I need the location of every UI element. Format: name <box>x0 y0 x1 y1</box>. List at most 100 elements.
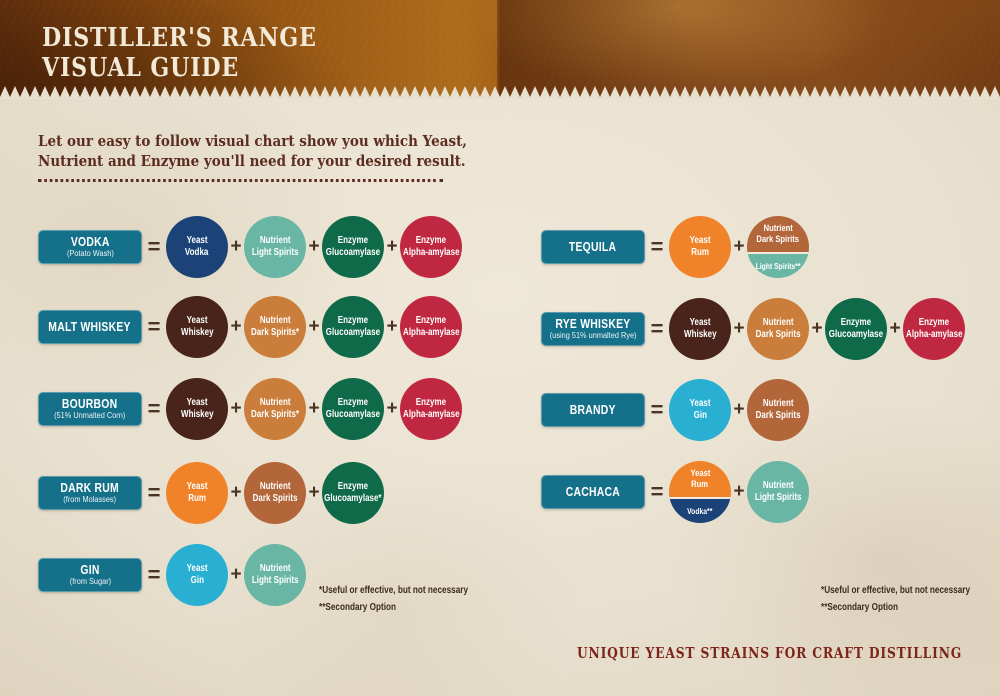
spirit-box-brandy: BRANDY <box>541 393 645 427</box>
plus-sign: + <box>386 316 398 337</box>
ingredient-label-line: Alpha-amylase <box>402 247 460 258</box>
equals-sign: = <box>650 397 664 422</box>
ingredient-label-line: Dark Spirits <box>756 234 800 246</box>
guide-title-line-1: DISTILLER'S RANGE <box>42 23 317 53</box>
ingredient-label-line: Whiskey <box>180 327 214 338</box>
ingredient-circle-yeast-vodka: Yeast Vodka <box>166 216 228 278</box>
spirit-subtitle: (51% Unmalted Corn) <box>54 411 126 421</box>
ingredient-label-line: Light Spirits <box>251 575 299 586</box>
ingredient-circle-enzyme-alpha-amylase: Enzyme Alpha-amylase <box>400 378 462 440</box>
ingredient-label-line: Vodka** <box>687 506 713 517</box>
ingredient-label-line: Nutrient <box>259 481 291 492</box>
plus-sign: + <box>230 236 242 257</box>
ingredient-circle-nutrient-dark-spirits: Nutrient Dark Spirits* <box>244 378 306 440</box>
ingredient-circle-yeast-gin: Yeast Gin <box>166 544 228 606</box>
guide-title-line-2: VISUAL GUIDE <box>42 52 240 83</box>
split-bottom-segment: Light Spirits** <box>747 254 809 278</box>
ingredient-label-line: Enzyme <box>337 315 369 326</box>
plus-sign: + <box>733 236 745 257</box>
equals-sign: = <box>147 396 161 421</box>
ingredient-circle-yeast-rum: Yeast Rum <box>166 462 228 524</box>
spirit-name: GIN <box>80 561 100 577</box>
ingredient-label-line: Enzyme <box>415 235 447 246</box>
ingredient-circle-nutrient-light-spirits: Nutrient Light Spirits <box>747 461 809 523</box>
ingredient-label-line: Yeast <box>689 317 711 328</box>
header-banner: DISTILLER'S RANGE VISUAL GUIDE <box>0 0 1000 97</box>
ingredient-label-line: Yeast <box>690 467 710 479</box>
ingredient-label-line: Alpha-amylase <box>905 329 963 340</box>
ingredient-circle-yeast-whiskey: Yeast Whiskey <box>166 296 228 358</box>
ingredient-label-line: Glucoamylase <box>828 329 884 340</box>
ingredient-circle-split: Yeast Rum Vodka** <box>669 461 731 523</box>
recipe-row-gin: GIN (from Sugar) = Yeast Gin + Nutrient Light S… <box>38 544 306 606</box>
ingredient-label-line: Alpha-amylase <box>402 327 460 338</box>
ingredient-label-line: Glucoamylase <box>325 327 381 338</box>
ingredient-label-line: Enzyme <box>337 397 369 408</box>
ingredient-label-line: Glucoamylase* <box>324 493 382 504</box>
footnote-right: *Useful or effective, but not necessary … <box>821 583 970 616</box>
plus-sign: + <box>308 398 320 419</box>
plus-sign: + <box>230 564 242 585</box>
ingredient-circle-split: Nutrient Dark Spirits Light Spirits** <box>747 216 809 278</box>
ingredient-label-line: Alpha-amylase <box>402 409 460 420</box>
ingredient-label-line: Glucoamylase <box>325 247 381 258</box>
split-top-segment: Nutrient Dark Spirits <box>747 216 809 255</box>
spirit-name: RYE WHISKEY <box>555 315 631 331</box>
intro-line-2: Nutrient and Enzyme you'll need for your… <box>38 152 466 171</box>
ingredient-label-line: Nutrient <box>259 397 291 408</box>
recipe-row-rye-whiskey: RYE WHISKEY (using 51% unmalted Rye) = Yeas… <box>541 298 965 360</box>
equals-sign: = <box>650 316 664 341</box>
ingredient-circle-enzyme-glucoamylase: Enzyme Glucoamylase <box>322 378 384 440</box>
plus-sign: + <box>386 236 398 257</box>
intro-text: Let our easy to follow visual chart show… <box>38 131 467 182</box>
dotted-divider <box>38 178 443 182</box>
ingredient-circle-nutrient-dark-spirits: Nutrient Dark Spirits <box>244 462 306 524</box>
spirit-box-bourbon: BOURBON (51% Unmalted Corn) <box>38 392 142 426</box>
plus-sign: + <box>733 399 745 420</box>
ingredient-circle-enzyme-glucoamylase: Enzyme Glucoamylase* <box>322 462 384 524</box>
ingredient-circle-yeast-gin: Yeast Gin <box>669 379 731 441</box>
recipe-row-brandy: BRANDY = Yeast Gin + Nutrient Dark Spirits <box>541 379 809 441</box>
recipe-row-cachaca: CACHACA = Yeast Rum Vodka** + Nutrient Light Sp… <box>541 461 809 523</box>
spirit-subtitle: (using 51% unmalted Rye) <box>549 331 637 341</box>
ingredient-label-line: Gin <box>190 575 204 586</box>
split-bottom-segment: Vodka** <box>669 499 731 523</box>
spirit-box-tequila: TEQUILA <box>541 230 645 264</box>
ingredient-label-line: Glucoamylase <box>325 409 381 420</box>
spirit-box-malt-whiskey: MALT WHISKEY <box>38 310 142 344</box>
equals-sign: = <box>147 314 161 339</box>
ingredient-circle-nutrient-light-spirits: Nutrient Light Spirits <box>244 544 306 606</box>
footer-tagline: UNIQUE YEAST STRAINS FOR CRAFT DISTILLIN… <box>577 644 963 662</box>
ingredient-label-line: Nutrient <box>763 222 793 234</box>
ingredient-label-line: Dark Spirits* <box>250 327 300 338</box>
ingredient-label-line: Nutrient <box>762 398 794 409</box>
guide-title: DISTILLER'S RANGE VISUAL GUIDE <box>42 23 317 83</box>
ingredient-label-line: Rum <box>188 493 206 504</box>
ingredient-label-line: Enzyme <box>415 397 447 408</box>
ingredient-label-line: Yeast <box>186 397 208 408</box>
recipe-row-tequila: TEQUILA = Yeast Rum + Nutrient Dark Spirits Lig… <box>541 216 809 278</box>
ingredient-label-line: Whiskey <box>180 409 214 420</box>
ingredient-circle-nutrient-dark-spirits: Nutrient Dark Spirits <box>747 379 809 441</box>
plus-sign: + <box>889 318 901 339</box>
ingredient-label-line: Nutrient <box>762 480 794 491</box>
plus-sign: + <box>308 236 320 257</box>
ingredient-label-line: Enzyme <box>415 315 447 326</box>
spirit-name: DARK RUM <box>60 479 120 495</box>
ingredient-label-line: Dark Spirits <box>755 410 801 421</box>
ingredient-label-line: Yeast <box>186 563 208 574</box>
recipe-row-dark-rum: DARK RUM (from Molasses) = Yeast Rum + Nutrien… <box>38 462 384 524</box>
ingredient-label-line: Rum <box>691 247 709 258</box>
spirit-name: TEQUILA <box>569 239 617 255</box>
ingredient-circle-yeast-whiskey: Yeast Whiskey <box>166 378 228 440</box>
spirit-name: VODKA <box>70 233 110 249</box>
split-top-segment: Yeast Rum <box>669 461 731 500</box>
ingredient-circle-nutrient-light-spirits: Nutrient Light Spirits <box>244 216 306 278</box>
spirit-subtitle: (from Sugar) <box>69 577 111 587</box>
footnote-asterisk-line: *Useful or effective, but not necessary <box>821 585 971 596</box>
ingredient-circle-nutrient-dark-spirits: Nutrient Dark Spirits* <box>244 296 306 358</box>
ingredient-circle-yeast-whiskey: Yeast Whiskey <box>669 298 731 360</box>
plus-sign: + <box>230 398 242 419</box>
ingredient-label-line: Light Spirits <box>251 247 299 258</box>
footnote-asterisk-line: *Useful or effective, but not necessary <box>319 585 469 596</box>
